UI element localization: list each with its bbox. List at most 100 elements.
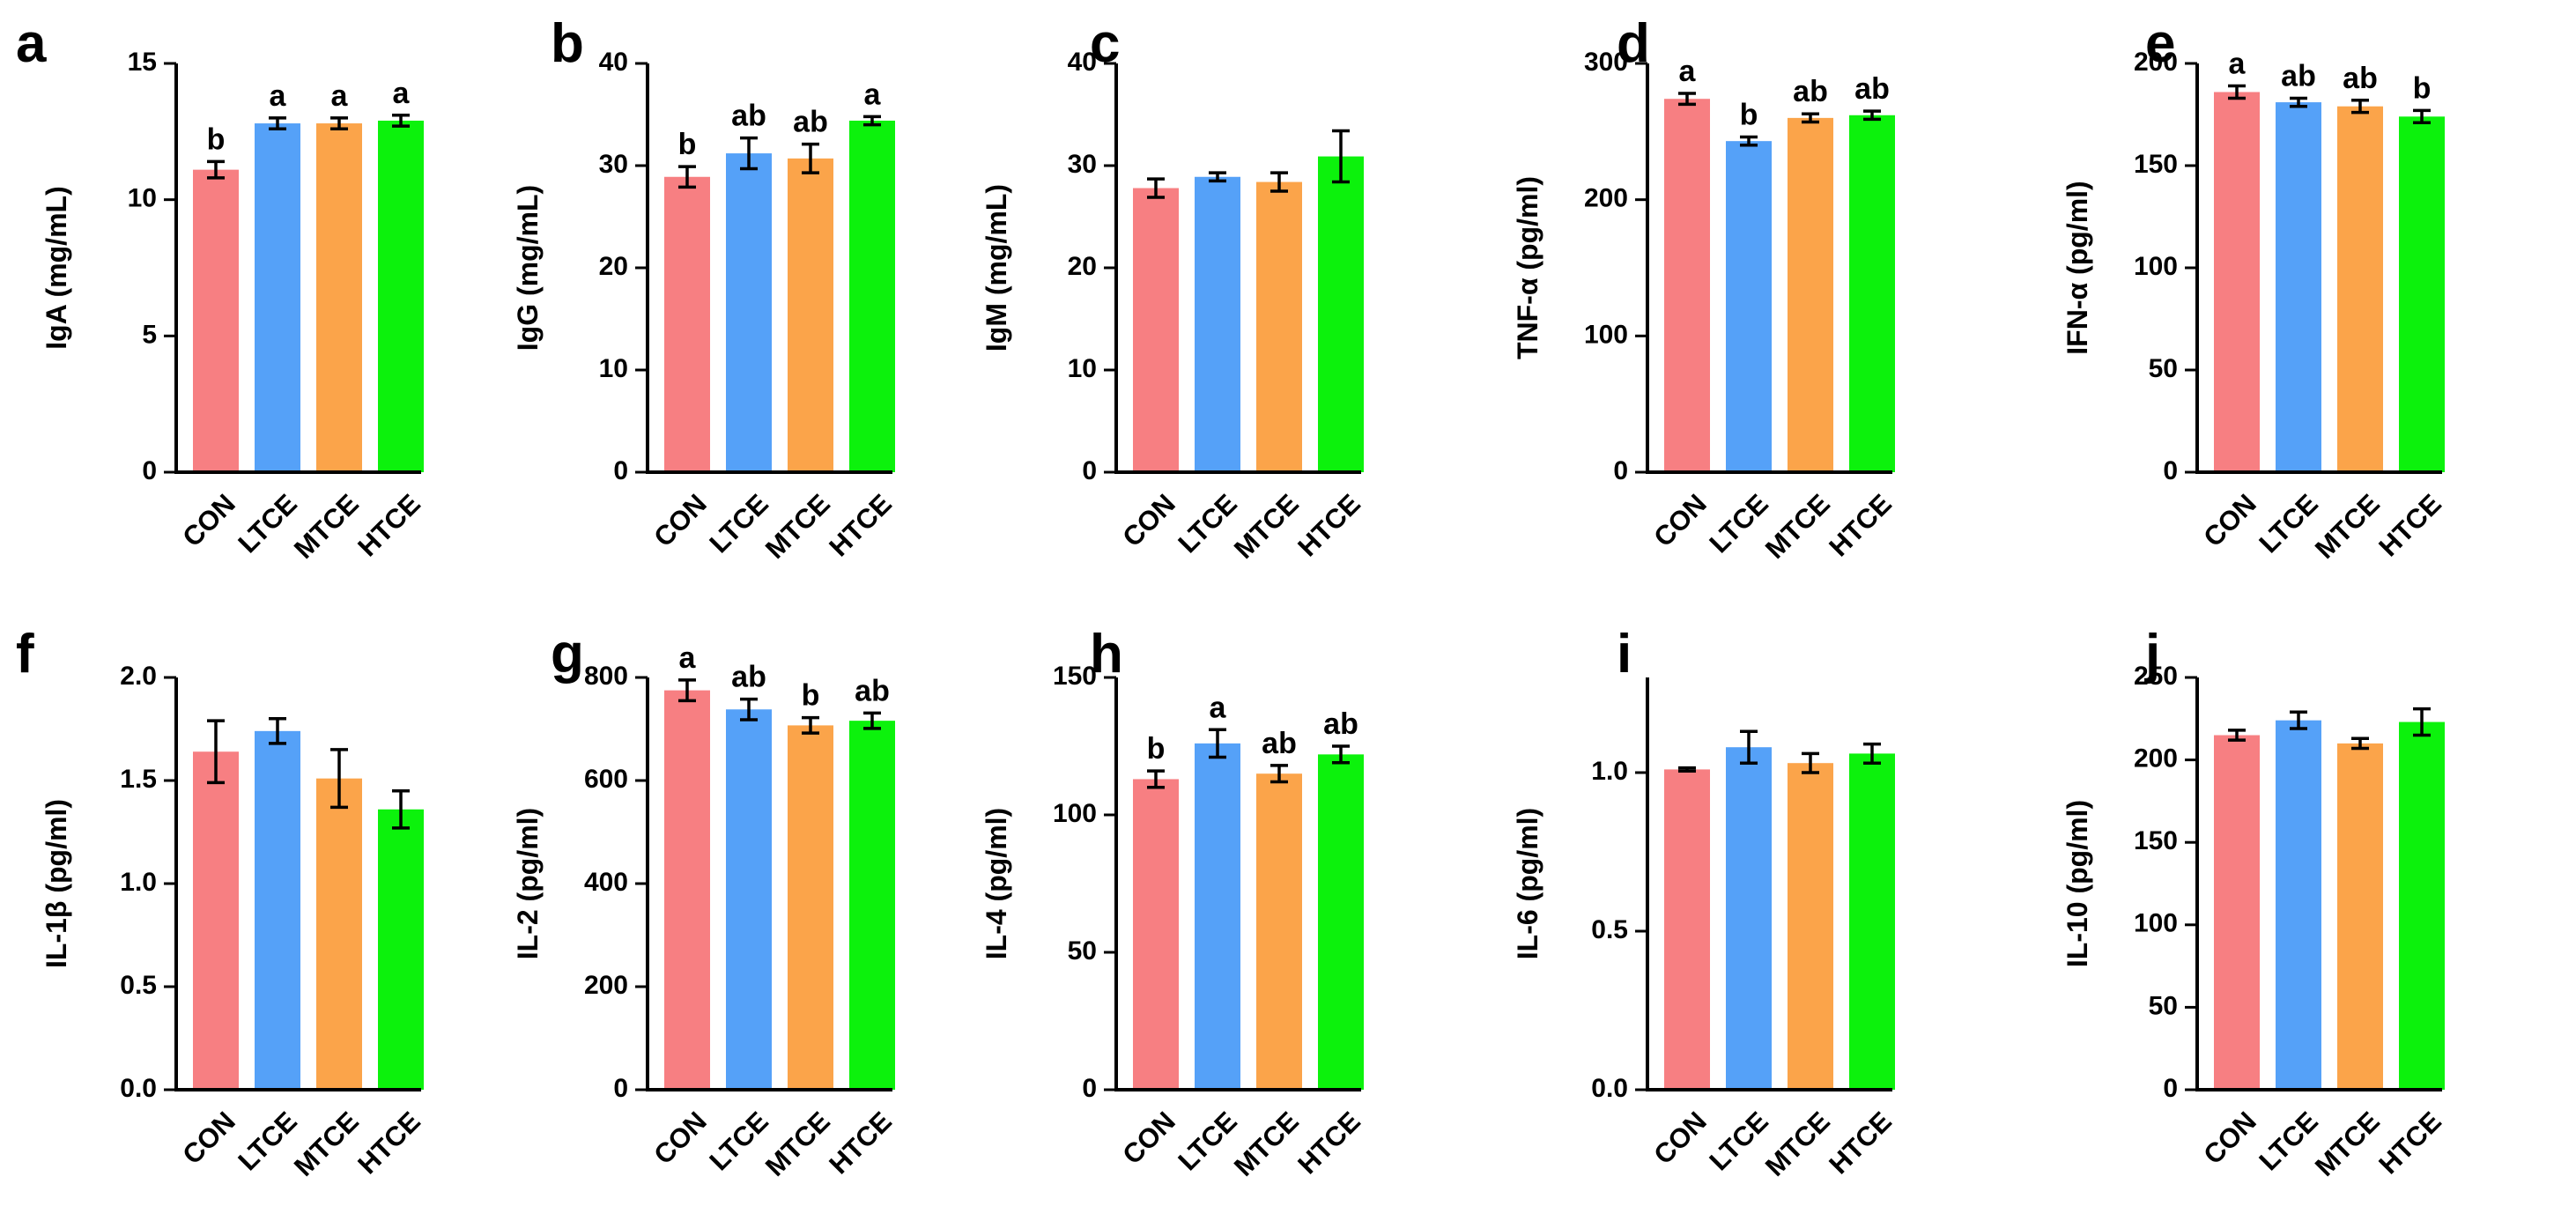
y-tick-label: 15 <box>128 48 157 77</box>
y-axis-title: IFN-α (pg/ml) <box>2062 181 2093 354</box>
bar-mtce <box>1788 117 1833 472</box>
bar-htce <box>2399 722 2445 1090</box>
y-tick-label: 200 <box>1584 184 1628 213</box>
y-tick-label: 200 <box>2134 744 2178 773</box>
y-axis-title: IgA (mg/mL) <box>41 186 72 349</box>
bar-htce <box>2399 116 2445 472</box>
significance-label: a <box>270 79 287 113</box>
y-tick-label: 2.0 <box>120 662 157 691</box>
y-tick-label: 0 <box>613 456 628 485</box>
category-label: MTCE <box>1228 1106 1305 1182</box>
category-label: MTCE <box>2309 488 2386 565</box>
significance-label: a <box>864 78 882 111</box>
y-tick-label: 10 <box>599 354 628 383</box>
category-label: MTCE <box>288 488 365 565</box>
significance-label: ab <box>855 674 890 707</box>
significance-label: ab <box>793 106 828 139</box>
y-axis-title: IgG (mg/mL) <box>512 185 544 351</box>
y-tick-label: 300 <box>1584 48 1628 77</box>
bar-ltce <box>726 709 772 1090</box>
category-label: HTCE <box>352 1106 426 1180</box>
bar-con <box>193 751 239 1090</box>
y-tick-label: 600 <box>584 765 628 794</box>
bar-htce <box>849 721 895 1090</box>
bar-mtce <box>2337 743 2383 1090</box>
y-tick-label: 0 <box>613 1074 628 1103</box>
significance-label: b <box>802 679 820 713</box>
bar-ltce <box>255 123 300 472</box>
panel-a: a IgA (mg/mL) b CON a LTCE a MTCE a HTCE 0 5 10 15 <box>16 13 426 565</box>
bar-con <box>2214 735 2260 1090</box>
y-tick-label: 50 <box>2149 991 2178 1020</box>
y-tick-label: 200 <box>2134 48 2178 77</box>
category-label: MTCE <box>2309 1106 2386 1182</box>
panel-letter: j <box>2144 624 2160 684</box>
category-label: MTCE <box>1228 488 1305 565</box>
category-label: HTCE <box>1292 488 1366 562</box>
significance-label: ab <box>1793 75 1828 108</box>
category-label: CON <box>1647 1106 1712 1170</box>
bar-htce <box>849 120 895 472</box>
bar-htce <box>1318 156 1364 472</box>
bar-ltce <box>1195 743 1240 1090</box>
bar-con <box>664 690 710 1090</box>
bar-con <box>2214 92 2260 472</box>
category-label: CON <box>648 1106 712 1170</box>
significance-label: ab <box>731 100 766 133</box>
category-label: LTCE <box>1172 1106 1242 1176</box>
panel-g: g IL-2 (pg/ml) a CON ab LTCE b MTCE ab HTCE 0 200 40… <box>512 624 898 1182</box>
bar-ltce <box>2276 102 2321 472</box>
category-label: LTCE <box>703 488 774 559</box>
y-tick-label: 5 <box>142 320 157 349</box>
y-tick-label: 100 <box>2134 909 2178 938</box>
bar-ltce <box>2276 720 2321 1090</box>
bar-con <box>1664 769 1710 1090</box>
significance-label: a <box>679 641 697 675</box>
bar-ltce <box>1726 747 1772 1090</box>
category-label: LTCE <box>1703 1106 1773 1176</box>
bar-con <box>1133 188 1179 472</box>
y-tick-label: 0 <box>1613 456 1628 485</box>
bar-mtce <box>788 725 833 1090</box>
panel-e: e IFN-α (pg/ml) a CON ab LTCE ab MTCE b HTCE 0 50 10… <box>2062 13 2447 565</box>
category-label: CON <box>1116 488 1181 552</box>
y-tick-label: 100 <box>1053 799 1097 828</box>
category-label: MTCE <box>759 1106 836 1182</box>
category-label: HTCE <box>1292 1106 1366 1180</box>
y-tick-label: 150 <box>2134 150 2178 179</box>
y-tick-label: 100 <box>1584 320 1628 349</box>
panel-letter: e <box>2145 13 2175 74</box>
y-axis-title: IL-4 (pg/ml) <box>981 808 1012 959</box>
category-label: HTCE <box>823 488 897 562</box>
y-axis-title: IL-10 (pg/ml) <box>2062 800 2093 967</box>
significance-label: ab <box>2343 62 2378 95</box>
bar-mtce <box>316 123 362 472</box>
y-axis-title: IL-1β (pg/ml) <box>41 799 72 968</box>
category-label: MTCE <box>1759 1106 1836 1182</box>
category-label: HTCE <box>823 1106 897 1180</box>
significance-label: ab <box>731 661 766 694</box>
y-tick-label: 0 <box>2163 1074 2178 1103</box>
significance-label: b <box>2413 71 2432 105</box>
panel-letter: b <box>551 13 584 74</box>
y-axis-title: IgM (mg/mL) <box>981 184 1012 352</box>
significance-label: a <box>393 77 411 110</box>
panel-letter: a <box>16 13 47 74</box>
category-label: LTCE <box>2253 488 2323 559</box>
category-label: LTCE <box>703 1106 774 1176</box>
panel-letter: f <box>16 624 34 684</box>
bar-ltce <box>1195 176 1240 472</box>
y-tick-label: 1.0 <box>120 868 157 897</box>
bar-htce <box>1318 754 1364 1090</box>
y-tick-label: 40 <box>1068 48 1097 77</box>
y-tick-label: 40 <box>599 48 628 77</box>
bar-mtce <box>1788 763 1833 1090</box>
y-tick-label: 150 <box>2134 826 2178 855</box>
bar-htce <box>378 120 424 472</box>
y-tick-label: 0 <box>1082 1074 1097 1103</box>
category-label: MTCE <box>1759 488 1836 565</box>
y-axis-title: IL-2 (pg/ml) <box>512 808 544 959</box>
significance-label: b <box>207 122 226 156</box>
panel-b: b IgG (mg/mL) b CON ab LTCE ab MTCE a HTCE 0 10 20 30… <box>512 13 898 565</box>
